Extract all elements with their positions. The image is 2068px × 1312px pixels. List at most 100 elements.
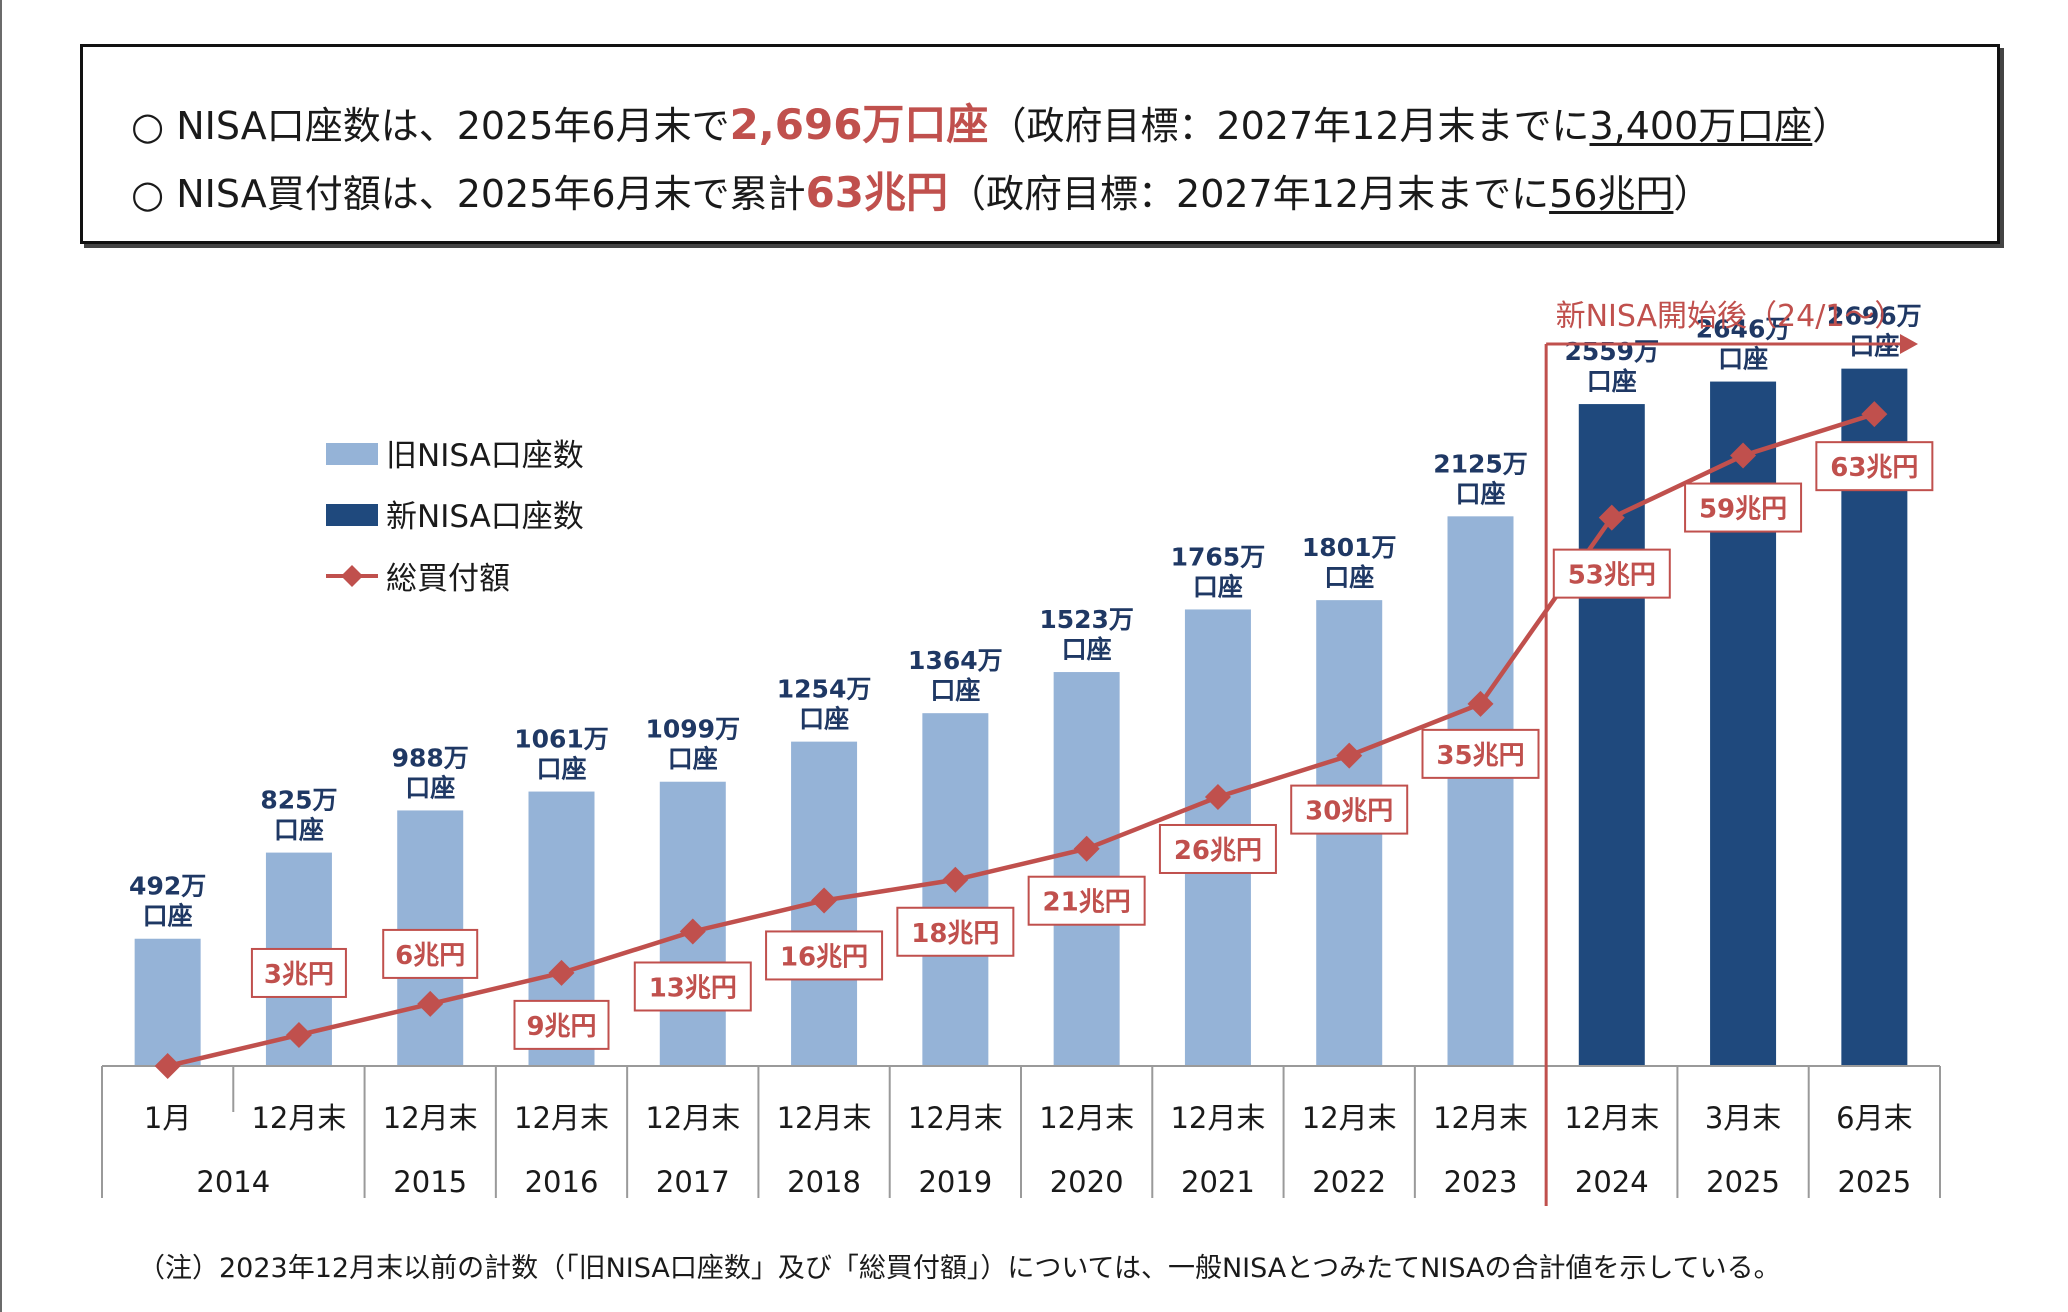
purchase-point-11 xyxy=(1598,504,1625,531)
category-label-0: 1月 xyxy=(144,1101,191,1135)
bar-label-unit-8: 口座 xyxy=(1193,572,1243,601)
purchase-label-box-12 xyxy=(1684,482,1803,533)
purchase-label-4: 13兆円 xyxy=(649,973,737,1003)
purchase-point-9 xyxy=(1336,742,1363,769)
bar-label-value-1: 825万 xyxy=(260,786,337,815)
purchase-point-6 xyxy=(942,866,969,893)
purchase-label-box-6 xyxy=(896,906,1015,957)
purchase-point-7 xyxy=(1073,835,1100,862)
purchase-label-6: 18兆円 xyxy=(911,919,999,949)
bar-label-unit-13: 口座 xyxy=(1849,332,1899,361)
year-label-11: 2025 xyxy=(1706,1165,1780,1199)
purchase-point-5 xyxy=(811,887,838,914)
year-label-7: 2021 xyxy=(1181,1165,1255,1199)
purchase-label-10: 35兆円 xyxy=(1436,741,1524,771)
purchase-label-box-5 xyxy=(765,930,884,981)
bar-label-value-11: 2559万 xyxy=(1564,337,1659,366)
purchase-label-box-1 xyxy=(250,947,347,998)
purchase-point-8 xyxy=(1204,783,1231,810)
summary-purchases-prefix: ○ NISA買付額は、2025年6月末で累計 xyxy=(131,172,806,216)
summary-box: ○ NISA口座数は、2025年6月末で2,696万口座（政府目標：2027年1… xyxy=(80,44,2000,244)
year-label-2: 2016 xyxy=(525,1165,599,1199)
purchase-point-10 xyxy=(1467,690,1494,717)
purchase-label-13: 63兆円 xyxy=(1830,453,1918,483)
purchase-label-11: 53兆円 xyxy=(1568,561,1656,591)
bar-label-unit-12: 口座 xyxy=(1718,345,1768,374)
bar-label-value-7: 1523万 xyxy=(1039,605,1134,634)
category-label-1: 12月末 xyxy=(251,1101,346,1135)
bar-label-value-8: 1765万 xyxy=(1171,542,1266,571)
legend-swatch-old xyxy=(326,443,378,465)
legend-label-2: 総買付額 xyxy=(386,561,510,597)
bar-label-unit-4: 口座 xyxy=(668,745,718,774)
bar-label-unit-9: 口座 xyxy=(1324,563,1374,592)
bar-label-value-12: 2646万 xyxy=(1696,315,1791,344)
legend-swatch-new xyxy=(326,504,378,526)
bar-label-unit-10: 口座 xyxy=(1455,479,1505,508)
bar-accounts-11 xyxy=(1578,404,1645,1066)
legend-label-0: 旧NISA口座数 xyxy=(386,438,584,474)
new-nisa-arrow-head xyxy=(1900,334,1918,354)
category-label-12: 3月末 xyxy=(1705,1101,1781,1135)
bar-label-unit-7: 口座 xyxy=(1062,635,1112,664)
summary-line-accounts: ○ NISA口座数は、2025年6月末で2,696万口座（政府目標：2027年1… xyxy=(131,91,1850,152)
summary-line-purchases: ○ NISA買付額は、2025年6月末で累計63兆円（政府目標：2027年12月… xyxy=(131,159,1711,220)
year-label-5: 2019 xyxy=(918,1165,992,1199)
purchase-label-box-10 xyxy=(1421,728,1540,779)
bar-label-value-4: 1099万 xyxy=(645,715,740,744)
year-label-1: 2015 xyxy=(393,1165,467,1199)
bar-accounts-10 xyxy=(1447,516,1514,1066)
purchase-point-1 xyxy=(285,1021,312,1048)
bar-accounts-7 xyxy=(1053,672,1120,1066)
purchase-point-12 xyxy=(1730,442,1757,469)
category-label-6: 12月末 xyxy=(908,1101,1003,1135)
legend-marker-purchase xyxy=(341,565,363,587)
summary-purchases-highlight: 63兆円 xyxy=(805,168,949,217)
bar-label-unit-3: 口座 xyxy=(536,755,586,784)
purchase-point-4 xyxy=(679,918,706,945)
purchase-label-box-4 xyxy=(633,961,752,1012)
category-label-3: 12月末 xyxy=(514,1101,609,1135)
year-label-6: 2020 xyxy=(1050,1165,1124,1199)
purchase-label-box-9 xyxy=(1290,784,1409,835)
purchase-label-8: 26兆円 xyxy=(1174,836,1262,866)
summary-purchases-target: 56兆円 xyxy=(1549,172,1674,216)
summary-accounts-target-prefix: （政府目標：2027年12月末までに xyxy=(988,104,1590,148)
purchase-label-1: 3兆円 xyxy=(264,960,334,990)
summary-accounts-prefix: ○ NISA口座数は、2025年6月末で xyxy=(131,104,730,148)
legend-label-1: 新NISA口座数 xyxy=(386,499,584,535)
bar-label-value-0: 492万 xyxy=(129,872,206,901)
summary-purchases-target-prefix: （政府目標：2027年12月末までに xyxy=(948,172,1550,216)
year-label-4: 2018 xyxy=(787,1165,861,1199)
purchase-label-3: 9兆円 xyxy=(526,1012,596,1042)
purchase-label-box-2 xyxy=(382,928,479,979)
bar-label-value-2: 988万 xyxy=(392,743,469,772)
category-label-2: 12月末 xyxy=(383,1101,478,1135)
category-label-8: 12月末 xyxy=(1170,1101,1265,1135)
bar-label-value-3: 1061万 xyxy=(514,725,609,754)
purchase-label-5: 16兆円 xyxy=(780,942,868,972)
category-label-9: 12月末 xyxy=(1302,1101,1397,1135)
year-label-8: 2022 xyxy=(1312,1165,1386,1199)
bar-label-value-10: 2125万 xyxy=(1433,449,1528,478)
bar-label-unit-1: 口座 xyxy=(274,816,324,845)
summary-accounts-highlight: 2,696万口座 xyxy=(729,100,989,149)
purchase-label-7: 21兆円 xyxy=(1043,888,1131,918)
category-label-10: 12月末 xyxy=(1433,1101,1528,1135)
purchase-label-12: 59兆円 xyxy=(1699,495,1787,525)
year-label-3: 2017 xyxy=(656,1165,730,1199)
purchase-point-0 xyxy=(154,1053,181,1079)
category-label-7: 12月末 xyxy=(1039,1101,1134,1135)
bar-label-unit-2: 口座 xyxy=(405,773,455,802)
purchase-label-2: 6兆円 xyxy=(395,941,465,971)
year-label-12: 2025 xyxy=(1837,1165,1911,1199)
purchase-label-box-13 xyxy=(1815,441,1934,492)
new-nisa-annotation: 新NISA開始後（24/1～） xyxy=(1556,299,1905,334)
year-label-9: 2023 xyxy=(1444,1165,1518,1199)
bar-label-value-9: 1801万 xyxy=(1302,533,1397,562)
year-label-10: 2024 xyxy=(1575,1165,1649,1199)
purchase-label-9: 30兆円 xyxy=(1305,797,1393,827)
bar-label-unit-11: 口座 xyxy=(1587,367,1637,396)
purchase-point-2 xyxy=(417,990,444,1017)
